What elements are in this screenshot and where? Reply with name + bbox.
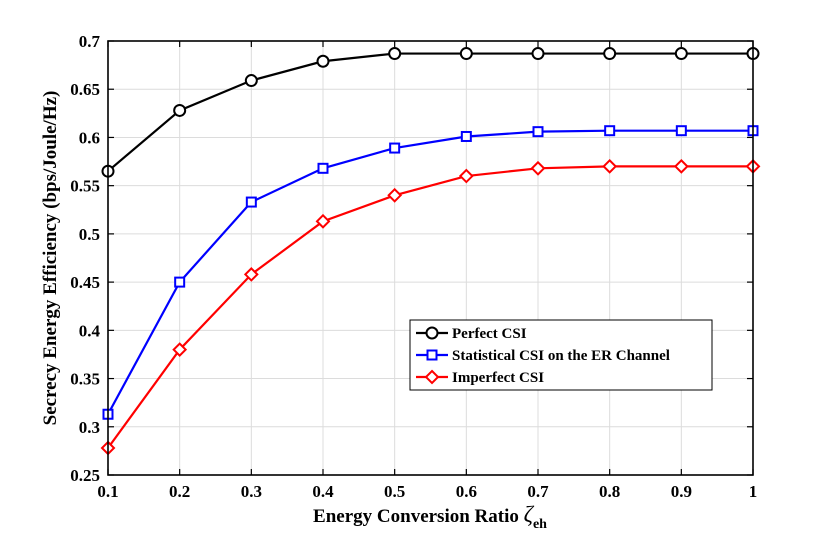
series-line	[107, 52, 753, 173]
data-point	[530, 160, 546, 176]
data-point	[604, 125, 616, 137]
y-tick-label: 0.6	[79, 128, 100, 147]
data-point	[459, 47, 473, 61]
y-tick-label: 0.25	[70, 466, 100, 485]
x-tick-label: 0.4	[312, 482, 334, 501]
data-point	[602, 158, 618, 174]
data-point	[315, 213, 331, 229]
legend-label: Imperfect CSI	[452, 370, 544, 386]
x-tick-label: 0.8	[599, 482, 620, 501]
data-point	[673, 158, 689, 174]
legend-item: Statistical CSI on the ER Channel	[416, 348, 670, 364]
y-tick-label: 0.35	[70, 370, 100, 389]
y-tick-label: 0.45	[70, 273, 100, 292]
data-point	[317, 162, 329, 174]
x-tick-label: 0.2	[169, 482, 190, 501]
data-point	[243, 266, 259, 282]
data-point	[603, 47, 617, 61]
y-tick-label: 0.7	[79, 32, 101, 51]
y-ticks: 0.25 0.3 0.35 0.4 0.45 0.5 0.55 0.6 0.65 0.7	[70, 32, 753, 485]
legend-label: Statistical CSI on the ER Channel	[452, 348, 670, 364]
data-point	[458, 168, 474, 184]
legend-item: Perfect CSI	[416, 326, 527, 342]
data-point	[532, 126, 544, 138]
data-point	[316, 54, 330, 68]
legend: Perfect CSI Statistical CSI on the ER Cha…	[409, 319, 713, 391]
y-tick-label: 0.55	[70, 177, 100, 196]
data-point	[173, 103, 187, 117]
legend-label: Perfect CSI	[452, 326, 527, 342]
data-point	[174, 276, 186, 288]
series-line	[107, 165, 753, 449]
y-tick-label: 0.3	[79, 418, 100, 437]
x-tick-label: 0.1	[97, 482, 118, 501]
data-point	[389, 142, 401, 154]
x-tick-label: 0.9	[671, 482, 692, 501]
data-point	[172, 342, 188, 358]
data-point	[674, 47, 688, 61]
legend-item: Imperfect CSI	[416, 369, 544, 386]
legend-marker	[425, 326, 439, 340]
x-tick-label: 1	[749, 482, 758, 501]
series-1	[101, 47, 760, 178]
x-tick-label: 0.6	[456, 482, 477, 501]
axes-box	[107, 40, 754, 476]
series-3	[100, 158, 761, 456]
legend-box	[409, 319, 713, 391]
x-ticks: 0.1 0.2 0.3 0.4 0.5 0.6 0.7 0.8 0.9 1	[97, 41, 757, 501]
y-tick-label: 0.65	[70, 80, 100, 99]
data-point	[460, 130, 472, 142]
legend-marker	[426, 349, 438, 361]
x-tick-label: 0.5	[384, 482, 405, 501]
x-axis-label-subscript: eh	[533, 517, 547, 532]
data-point	[245, 196, 257, 208]
x-axis-label: Energy Conversion Ratio ζeh	[313, 502, 547, 532]
x-tick-label: 0.7	[527, 482, 549, 501]
legend-marker	[424, 369, 440, 385]
data-point	[387, 187, 403, 203]
y-tick-label: 0.5	[79, 225, 100, 244]
x-axis-label-symbol: ζ	[524, 502, 535, 527]
x-tick-label: 0.3	[241, 482, 262, 501]
data-point	[675, 125, 687, 137]
plot-area	[108, 41, 753, 475]
data-point	[388, 47, 402, 61]
series-group	[100, 47, 761, 456]
data-point	[531, 47, 545, 61]
y-axis-label: Secrecy Energy Efficiency (bps/Joule/Hz)	[40, 91, 61, 426]
y-tick-label: 0.4	[79, 321, 101, 340]
data-point	[244, 74, 258, 88]
series-line	[107, 129, 753, 415]
axes	[107, 40, 754, 476]
